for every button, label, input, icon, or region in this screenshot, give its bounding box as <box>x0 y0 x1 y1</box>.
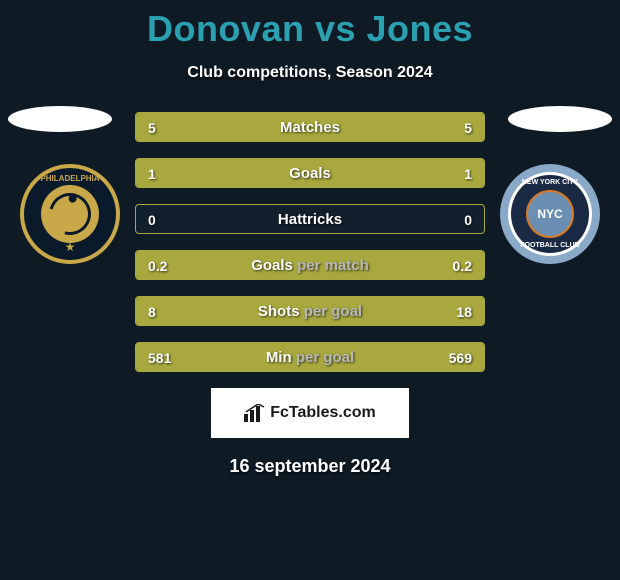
bar-value-left: 5 <box>136 113 168 142</box>
bar-label: Goals <box>136 159 484 188</box>
bar-label: Min per goal <box>136 343 484 372</box>
snake-icon <box>41 185 98 242</box>
right-crest-label-top: NEW YORK CITY <box>511 179 589 186</box>
stat-bar-row: Goals1 1 <box>135 158 485 188</box>
bar-value-right: 1 <box>452 159 484 188</box>
bar-value-right: 0 <box>452 205 484 234</box>
footer-date: 16 september 2024 <box>0 456 620 477</box>
bar-value-right: 5 <box>452 113 484 142</box>
right-crest-mono: NYC <box>526 190 574 238</box>
bar-label: Shots per goal <box>136 297 484 326</box>
stat-bar-row: Shots per goal8 18 <box>135 296 485 326</box>
subtitle: Club competitions, Season 2024 <box>0 64 620 82</box>
right-team-crest: NEW YORK CITY NYC FOOTBALL CLUB <box>500 164 600 264</box>
brand-badge: FcTables.com <box>211 388 409 438</box>
bar-value-right: 569 <box>437 343 484 372</box>
left-player-ellipse <box>8 106 112 132</box>
bar-value-left: 581 <box>136 343 183 372</box>
stat-bar-row: Matches5 5 <box>135 112 485 142</box>
bar-value-right: 0.2 <box>441 251 484 280</box>
bar-value-left: 0 <box>136 205 168 234</box>
bar-value-left: 8 <box>136 297 168 326</box>
right-player-ellipse <box>508 106 612 132</box>
right-crest-label-bot: FOOTBALL CLUB <box>511 242 589 249</box>
brand-chart-icon <box>244 404 266 422</box>
page-title: Donovan vs Jones <box>0 0 620 50</box>
brand-text: FcTables.com <box>270 404 376 422</box>
bar-value-left: 0.2 <box>136 251 179 280</box>
comparison-panel: PHILADELPHIA ★ NEW YORK CITY NYC FOOTBAL… <box>0 112 620 372</box>
stat-bar-row: Hattricks0 0 <box>135 204 485 234</box>
bar-label: Goals per match <box>136 251 484 280</box>
left-crest-label: PHILADELPHIA <box>24 174 116 183</box>
left-team-crest: PHILADELPHIA ★ <box>20 164 120 264</box>
bar-value-right: 18 <box>444 297 484 326</box>
stat-bars: Matches5 5 Goals1 1 Hattricks0 0 Goals per mat… <box>135 112 485 372</box>
bar-label: Hattricks <box>136 205 484 234</box>
stat-bar-row: Min per goal581 569 <box>135 342 485 372</box>
star-icon: ★ <box>65 240 76 254</box>
bar-label: Matches <box>136 113 484 142</box>
bar-value-left: 1 <box>136 159 168 188</box>
stat-bar-row: Goals per match0.2 0.2 <box>135 250 485 280</box>
